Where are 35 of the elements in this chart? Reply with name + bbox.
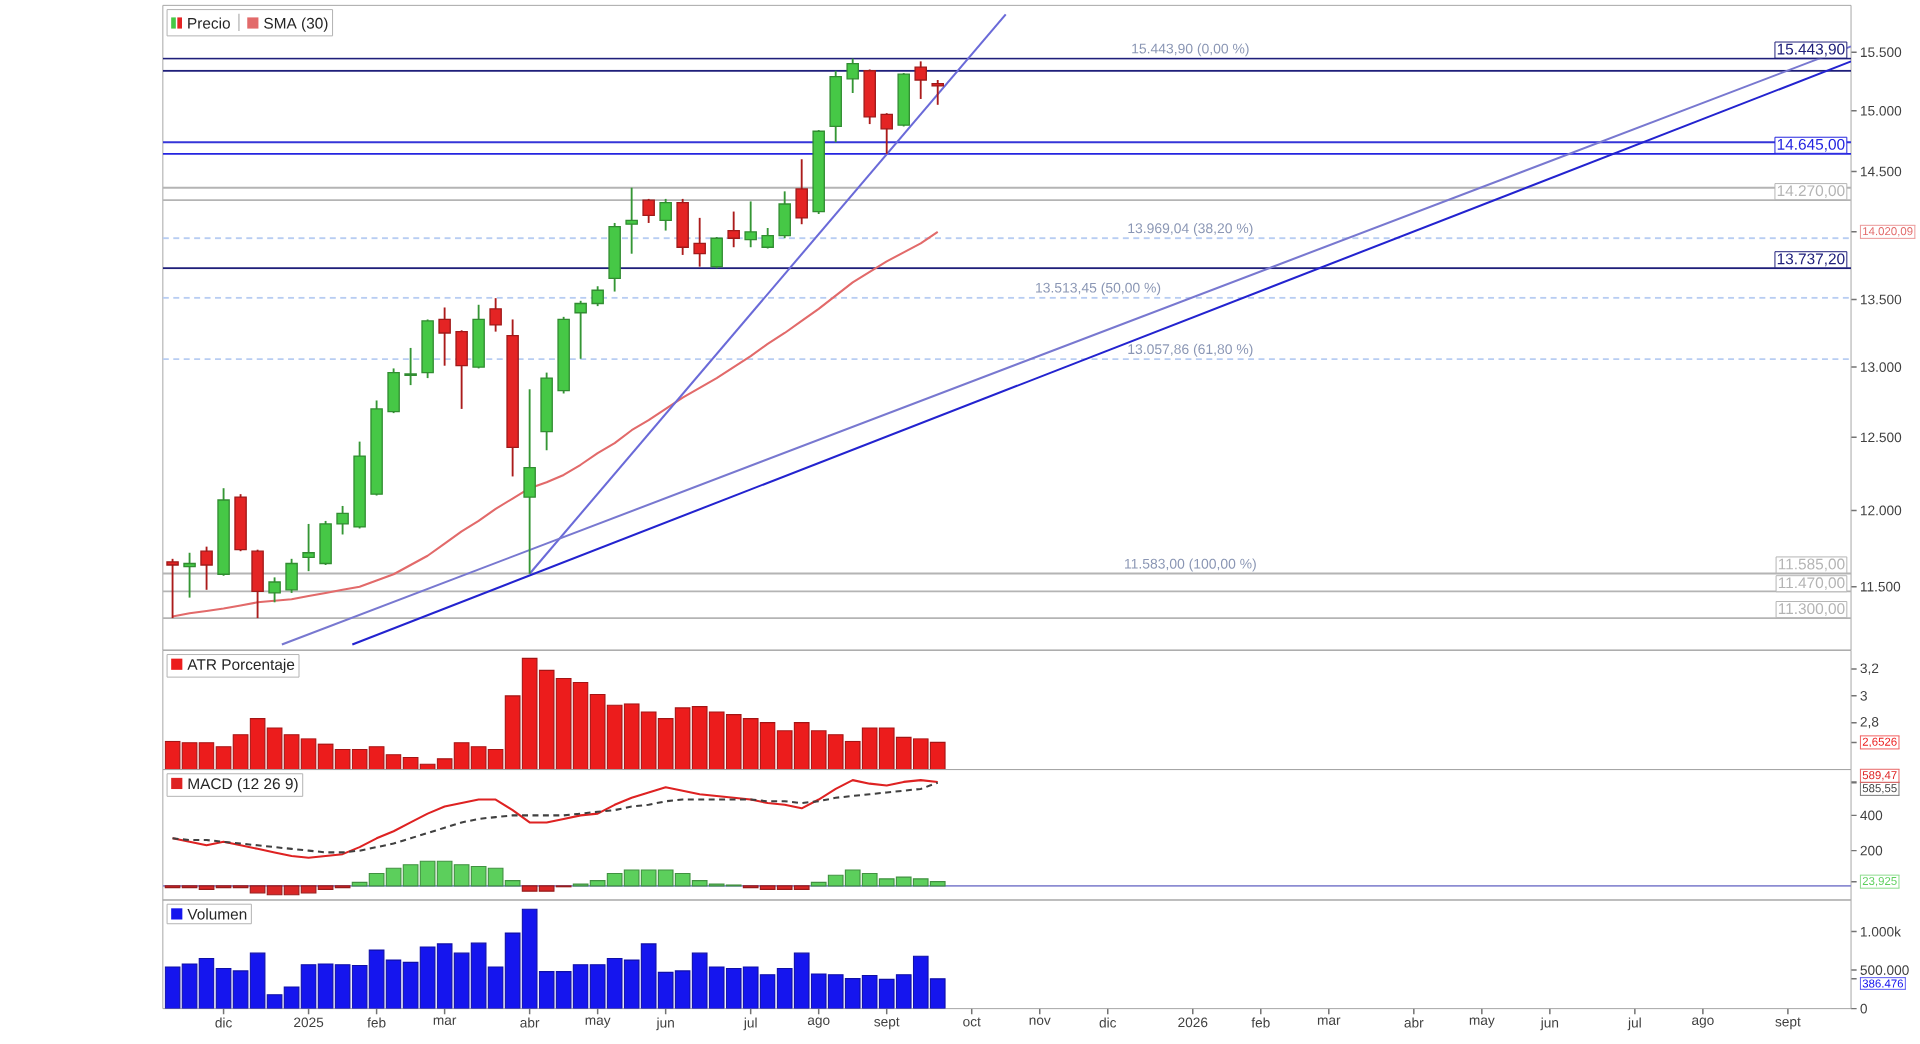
- candlestick: [778, 190, 791, 240]
- candlestick: [727, 210, 740, 249]
- candlestick: [659, 198, 672, 232]
- candlestick: [489, 297, 502, 333]
- candlestick: [625, 187, 638, 255]
- candlestick: [336, 505, 349, 536]
- candlestick: [200, 545, 213, 591]
- candlestick: [863, 68, 876, 126]
- candlestick: [693, 217, 706, 268]
- candlestick: [319, 520, 332, 567]
- candlestick: [761, 227, 774, 250]
- candlestick: [676, 198, 689, 257]
- candlestick: [166, 558, 179, 620]
- candlestick: [591, 285, 604, 308]
- candlestick: [387, 367, 400, 415]
- candlestick: [795, 158, 808, 226]
- candlestick: [285, 558, 298, 595]
- candlestick: [846, 57, 859, 95]
- candlestick: [251, 548, 264, 620]
- candlestick: [931, 79, 944, 106]
- candlestick: [268, 576, 281, 604]
- candlestick: [880, 112, 893, 155]
- candlestick: [574, 300, 587, 360]
- line-series: [171, 231, 939, 618]
- candlestick: [404, 347, 417, 387]
- candlestick: [744, 200, 757, 249]
- candlestick: [914, 60, 927, 101]
- candlestick: [183, 552, 196, 599]
- candlestick: [302, 523, 315, 573]
- candlestick: [438, 306, 451, 367]
- candlestick: [455, 329, 468, 411]
- candlestick: [642, 198, 655, 225]
- candlestick: [472, 304, 485, 370]
- candlestick: [710, 236, 723, 270]
- candlestick: [523, 388, 536, 575]
